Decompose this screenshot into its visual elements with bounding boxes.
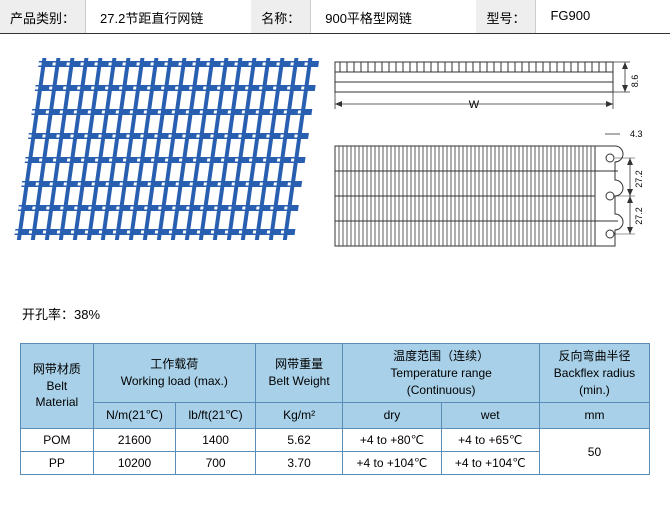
header-bar: 产品类别： 27.2节距直行网链 名称： 900平格型网链 型号： FG900 [0, 0, 670, 34]
dim-43: 4.3 [630, 129, 643, 139]
th-temp: 温度范围（连续） Temperature range (Continuous) [343, 344, 540, 403]
cell-backflex: 50 [539, 429, 649, 475]
cell-lbft: 1400 [176, 429, 256, 452]
cell-lbft: 700 [176, 452, 256, 475]
cell-kg: 5.62 [255, 429, 342, 452]
cell-kg: 3.70 [255, 452, 342, 475]
th-load: 工作载荷 Working load (max.) [93, 344, 255, 403]
opening-rate: 开孔率：38% [22, 304, 670, 323]
cell-material: POM [21, 429, 94, 452]
th-load-lbft: lb/ft(21℃) [176, 403, 256, 429]
images-row: W 8.6 [0, 34, 670, 294]
diagram-side-view: 4.3 27.2 27.2 [330, 124, 650, 259]
name-value: 900平格型网链 [311, 0, 476, 33]
spec-table: 网带材质 Belt Material 工作载荷 Working load (ma… [20, 343, 650, 475]
th-temp-wet: wet [441, 403, 539, 429]
th-load-nm: N/m(21℃) [93, 403, 176, 429]
model-value: FG900 [536, 0, 670, 33]
cell-nm: 10200 [93, 452, 176, 475]
th-temp-dry: dry [343, 403, 441, 429]
cell-material: PP [21, 452, 94, 475]
model-label: 型号： [476, 0, 536, 33]
cell-nm: 21600 [93, 429, 176, 452]
cell-wet: +4 to +104℃ [441, 452, 539, 475]
th-weight: 网带重量 Belt Weight [255, 344, 342, 403]
th-material: 网带材质 Belt Material [21, 344, 94, 429]
width-label: W [469, 99, 480, 111]
cell-dry: +4 to +104℃ [343, 452, 441, 475]
dim-pitch-2: 27.2 [634, 207, 644, 225]
dim-pitch-1: 27.2 [634, 170, 644, 188]
diagram-top-view: W 8.6 [330, 54, 650, 114]
th-backflex: 反向弯曲半径 Backflex radius (min.) [539, 344, 649, 403]
th-weight-unit: Kg/m² [255, 403, 342, 429]
table-row: POM 21600 1400 5.62 +4 to +80℃ +4 to +65… [21, 429, 650, 452]
category-label: 产品类别： [0, 0, 86, 33]
cell-wet: +4 to +65℃ [441, 429, 539, 452]
cell-dry: +4 to +80℃ [343, 429, 441, 452]
name-label: 名称： [251, 0, 311, 33]
diagrams-col: W 8.6 [330, 54, 650, 264]
th-backflex-unit: mm [539, 403, 649, 429]
dim-height: 8.6 [630, 75, 640, 88]
product-photo [0, 54, 320, 264]
category-value: 27.2节距直行网链 [86, 0, 251, 33]
